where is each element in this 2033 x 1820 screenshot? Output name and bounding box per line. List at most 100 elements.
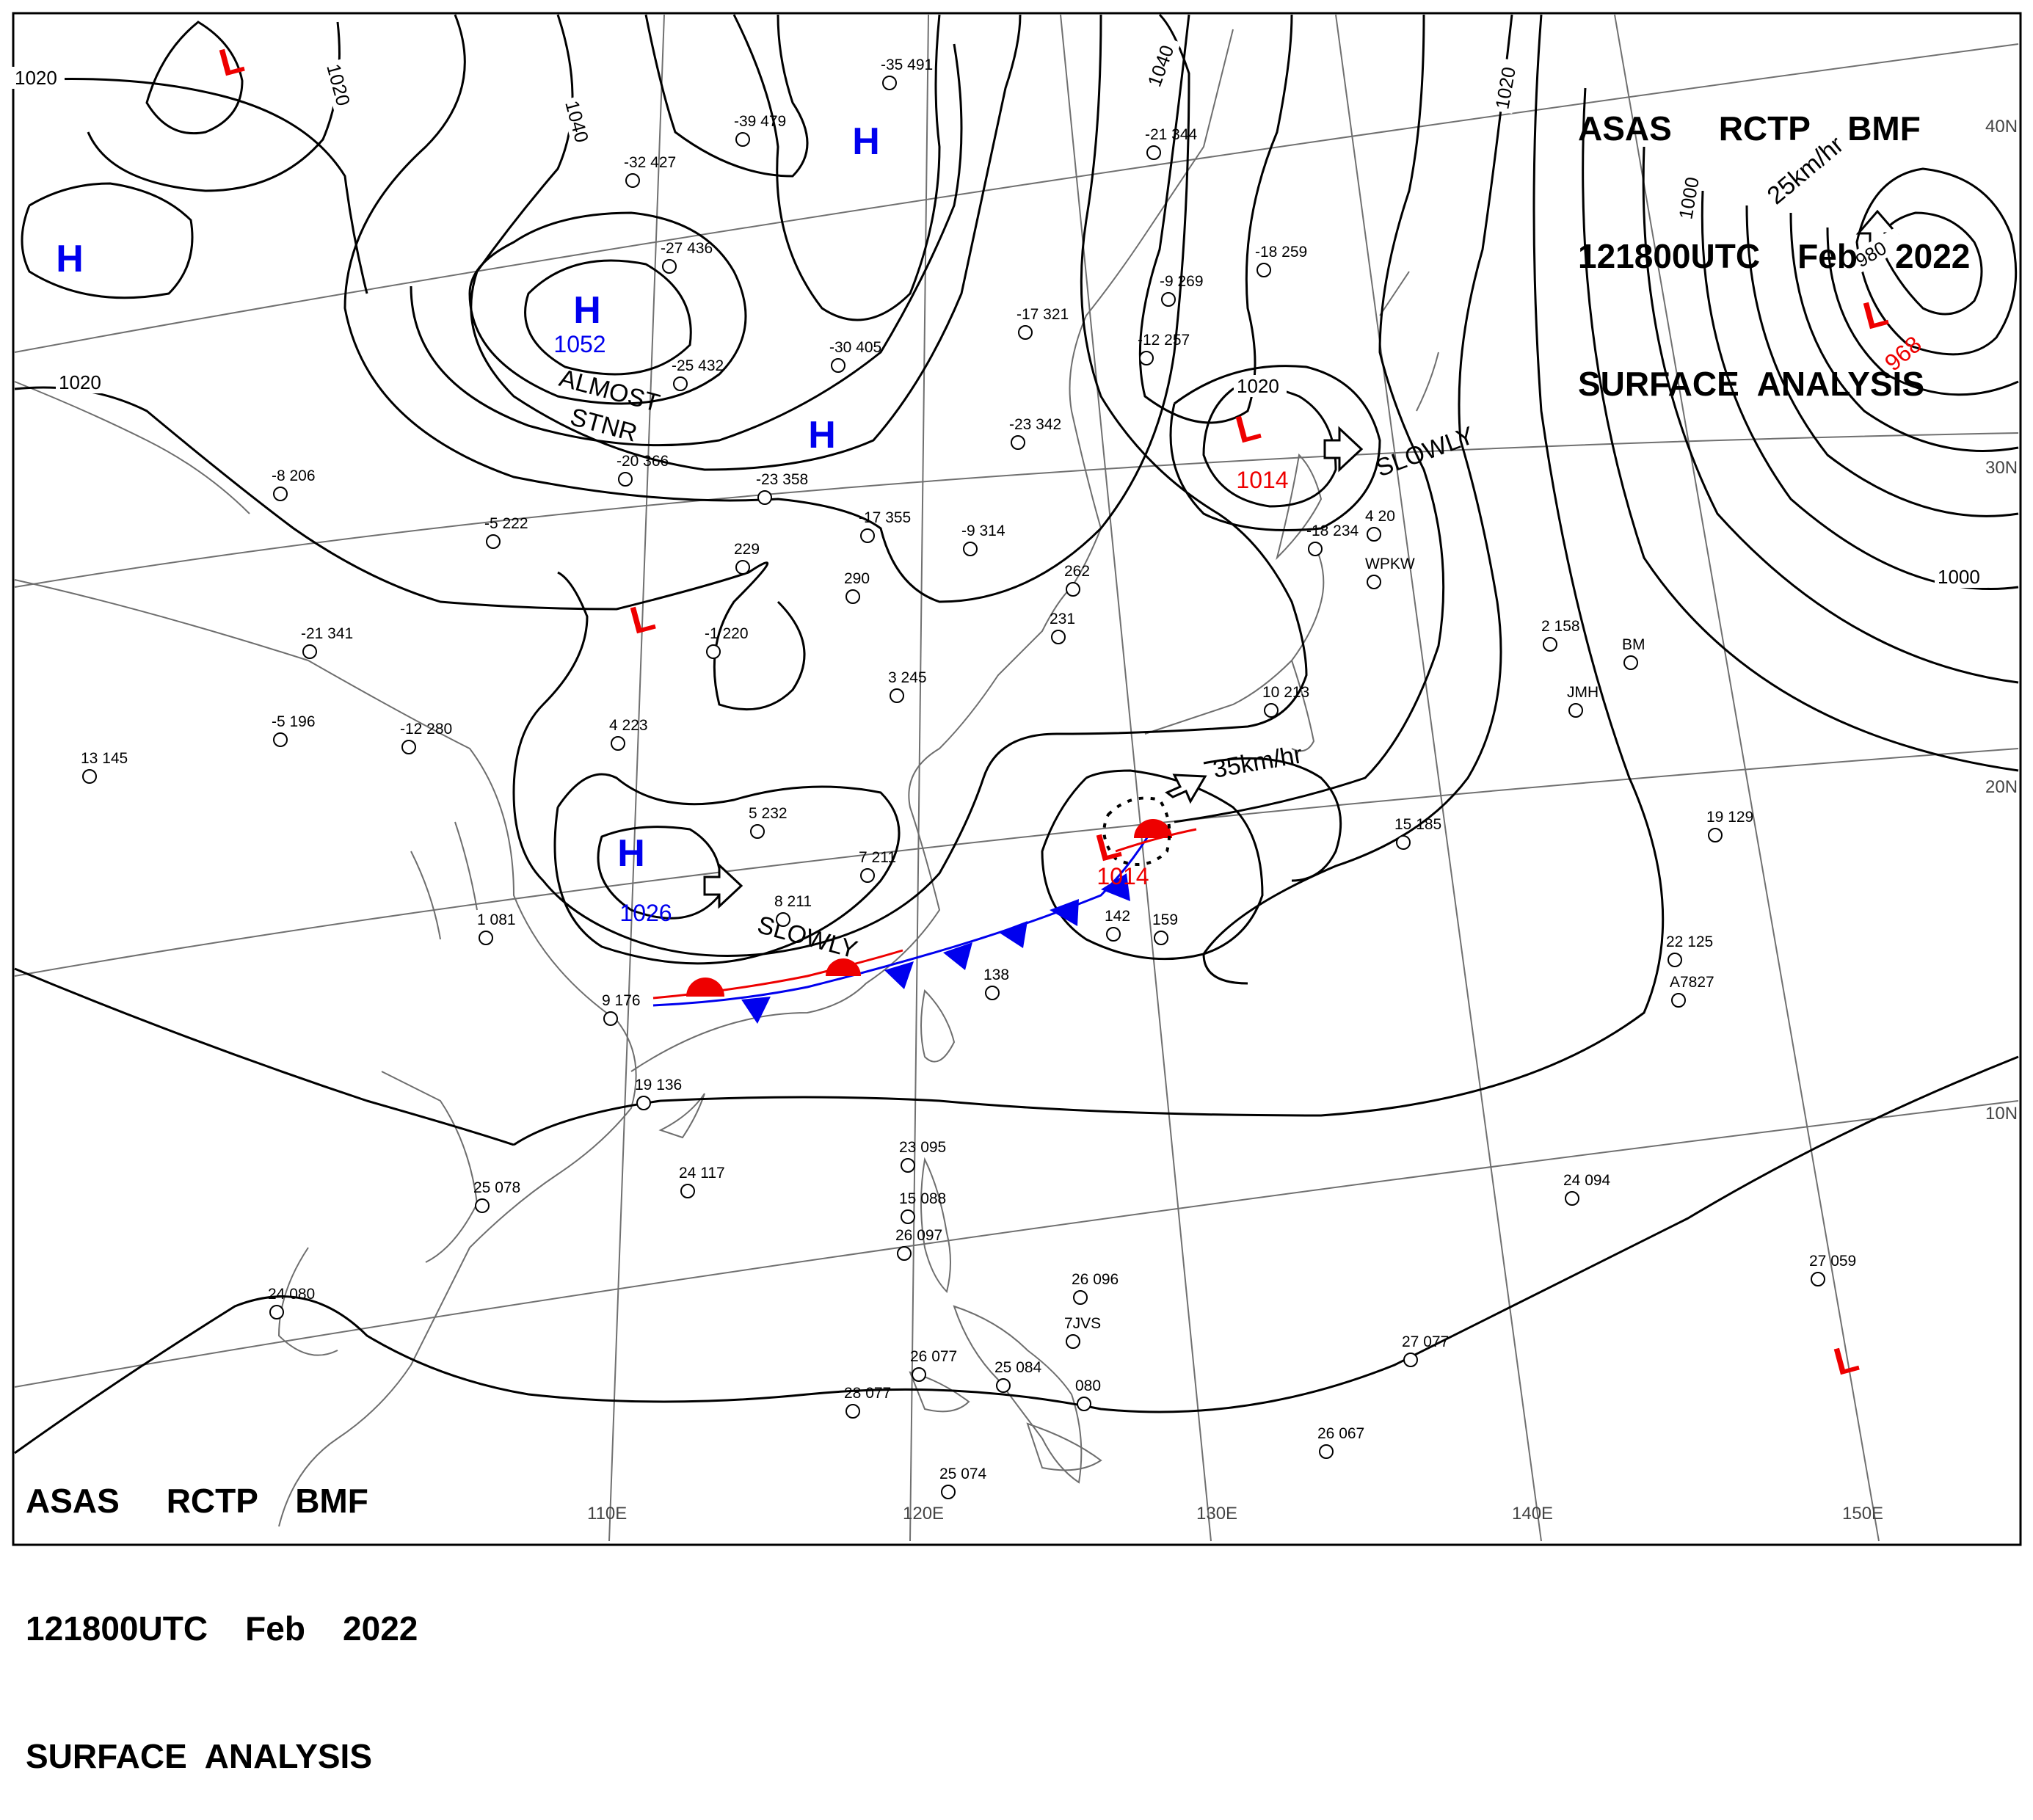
high-pressure-marker: H xyxy=(56,238,84,280)
station-circle xyxy=(757,490,772,505)
station-plot: 4 20 xyxy=(1365,508,1395,525)
station-circle xyxy=(302,644,317,659)
station-plot: 24 094 xyxy=(1563,1172,1611,1189)
station-plot: -9 269 xyxy=(1160,273,1204,290)
high-pressure-marker: H xyxy=(852,120,880,163)
longitude-label: 150E xyxy=(1842,1504,1883,1524)
station-plot: 25 078 xyxy=(473,1179,520,1196)
isobar-label: 1020 xyxy=(1237,375,1279,397)
high-pressure-marker: H xyxy=(808,414,836,456)
isobar-label-bg xyxy=(1935,566,1987,588)
station-plot: 2 158 xyxy=(1541,618,1580,635)
station-circle xyxy=(1146,145,1161,160)
station-circle xyxy=(1543,637,1557,652)
isobar-label: 1020 xyxy=(59,371,101,393)
station-circle xyxy=(776,912,790,927)
station-plot: -12 257 xyxy=(1138,332,1190,349)
station-plot: 26 096 xyxy=(1072,1271,1119,1288)
station-circle xyxy=(1708,828,1723,842)
station-circle xyxy=(1011,435,1025,450)
station-circle xyxy=(845,589,860,604)
station-plot: 7 211 xyxy=(859,849,896,866)
isobar-label: 1040 xyxy=(561,98,593,145)
isobar-label-bg xyxy=(12,67,65,89)
station-circle xyxy=(897,1246,912,1261)
arrow-slowly-icon xyxy=(1323,426,1364,473)
station-plot: 24 117 xyxy=(679,1165,725,1182)
motion-annotation: SLOWLY xyxy=(754,911,860,964)
station-plot: 4 223 xyxy=(609,717,648,734)
station-plot: 229 xyxy=(734,541,760,558)
station-circle xyxy=(1256,263,1271,277)
station-plot: -9 314 xyxy=(961,523,1005,539)
low-pressure-marker: L xyxy=(1830,1336,1863,1383)
station-plot: 26 077 xyxy=(910,1348,957,1365)
station-plot: 23 095 xyxy=(899,1139,946,1156)
station-circle xyxy=(860,528,875,543)
station-plot: -32 427 xyxy=(624,154,676,171)
central-pressure-value: 1052 xyxy=(553,331,605,357)
station-plot: 138 xyxy=(983,967,1009,983)
station-circle xyxy=(941,1485,956,1499)
station-circle xyxy=(706,644,721,659)
longitude-label: 120E xyxy=(903,1504,944,1524)
header-line-3: SURFACE ANALYSIS xyxy=(1578,365,1925,403)
latitude-label: 10N xyxy=(1985,1104,2018,1124)
station-circle xyxy=(1308,542,1323,556)
station-circle xyxy=(486,534,501,549)
cold-front-marker xyxy=(998,921,1028,948)
station-circle xyxy=(618,472,633,487)
high-pressure-marker: H xyxy=(573,289,601,332)
isobar-label: 1020 xyxy=(15,67,57,89)
forming-low-circle xyxy=(1102,796,1171,866)
station-circle xyxy=(662,259,677,274)
cold-front-marker xyxy=(943,942,972,970)
stationary-front xyxy=(652,819,1197,1024)
surface-analysis-map: 110E 120E 130E 140E 150E 40N 30N 20N 10N 1020 1020… xyxy=(12,12,2022,1546)
station-circle xyxy=(273,732,288,747)
station-plot: 5 232 xyxy=(749,805,788,822)
isobar-label-bg xyxy=(321,58,357,116)
cold-front-marker xyxy=(1050,899,1079,926)
arrow-35kmh-icon xyxy=(1165,774,1207,804)
station-plot: -18 259 xyxy=(1255,244,1307,261)
isobar-label: 1020 xyxy=(1491,65,1520,111)
station-plot: -21 344 xyxy=(1145,126,1198,143)
isobar-label-bg xyxy=(1673,167,1705,224)
footer-line-2: 121800UTC Feb 2022 xyxy=(26,1609,418,1648)
station-circle xyxy=(901,1209,915,1224)
station-circle xyxy=(912,1367,926,1382)
station-plot: -39 479 xyxy=(734,113,786,130)
station-circle xyxy=(611,736,625,751)
station-circle xyxy=(890,688,904,703)
station-plot: 231 xyxy=(1050,611,1075,627)
warm-front-marker xyxy=(1134,819,1172,838)
station-circle xyxy=(1367,527,1381,542)
station-circle xyxy=(1319,1444,1334,1459)
longitude-label: 140E xyxy=(1512,1504,1553,1524)
station-circle xyxy=(1154,931,1168,945)
isobar-label: 1040 xyxy=(1143,42,1178,90)
station-circle xyxy=(735,560,750,575)
chart-header: ASAS RCTP BMF 121800UTC Feb 2022 SURFACE… xyxy=(1578,22,1970,448)
cold-front-marker xyxy=(1101,873,1130,901)
isobar-label-bg xyxy=(56,371,109,393)
parallel-lines xyxy=(14,43,2019,1388)
station-plot: -21 341 xyxy=(301,625,353,642)
station-circle xyxy=(901,1158,915,1173)
station-plot: 15 088 xyxy=(899,1190,946,1207)
low-pressure-marker: L xyxy=(626,595,660,642)
station-circle xyxy=(269,1305,284,1320)
arrow-slowly-icon xyxy=(703,862,743,909)
station-plot: 262 xyxy=(1064,563,1090,580)
station-plot: -17 355 xyxy=(859,509,911,526)
station-circle xyxy=(845,1404,860,1419)
station-circle xyxy=(1403,1353,1418,1367)
station-circle xyxy=(82,769,97,784)
header-line-1: ASAS RCTP BMF xyxy=(1578,109,1921,148)
station-plot: -5 222 xyxy=(484,515,528,532)
station-plot: 26 097 xyxy=(895,1227,942,1244)
station-plot: -23 342 xyxy=(1009,416,1061,433)
station-plot: 10 213 xyxy=(1262,684,1309,701)
station-circle xyxy=(1623,655,1638,670)
